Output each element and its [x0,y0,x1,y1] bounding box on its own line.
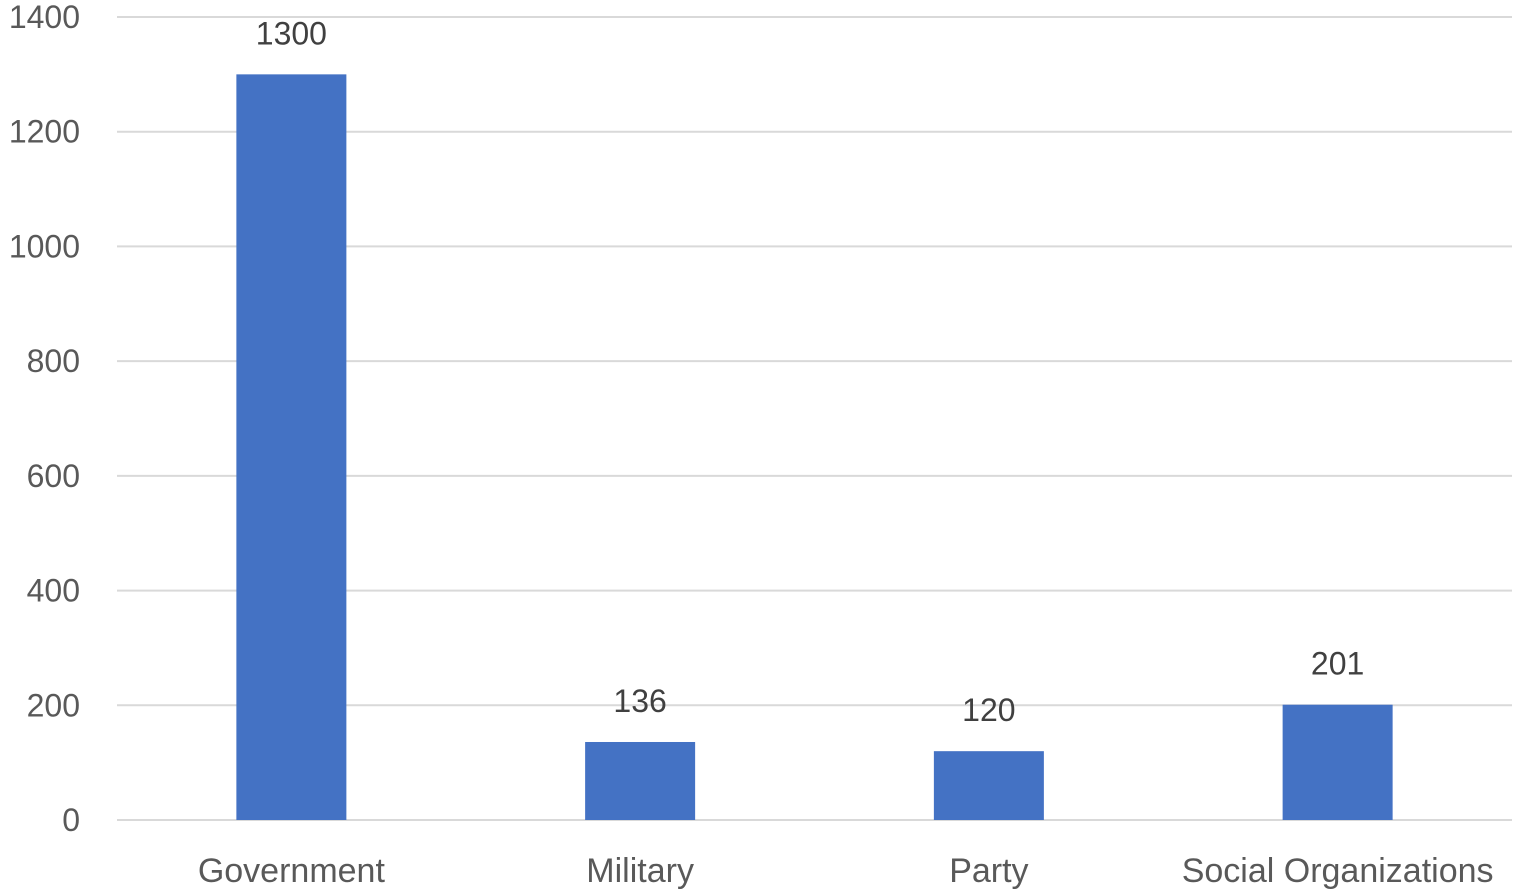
gridlines [117,16,1512,821]
data-labels: 1300 136 120 201 [256,15,1365,728]
data-label: 1300 [256,15,327,51]
bar-social-organizations [1282,704,1393,820]
bar-party [933,751,1044,820]
y-tick-label: 1200 [9,114,80,150]
category-label: Government [198,852,386,890]
category-label: Party [949,852,1028,890]
y-axis-tick-labels: 0 200 400 600 800 1000 1200 1400 [9,0,80,838]
data-label: 136 [613,683,666,719]
bar-military [585,741,696,820]
category-label: Military [586,852,694,890]
y-tick-label: 200 [27,687,80,723]
category-label: Social Organizations [1182,852,1494,890]
y-tick-label: 400 [27,573,80,609]
bars [236,74,1393,821]
y-tick-label: 0 [62,802,80,838]
data-label: 120 [962,692,1015,728]
x-axis-category-labels: Government Military Party Social Organizati… [198,852,1494,890]
data-label: 201 [1311,646,1364,682]
y-tick-label: 600 [27,458,80,494]
y-tick-label: 800 [27,343,80,379]
y-tick-label: 1400 [9,0,80,35]
y-tick-label: 1000 [9,228,80,264]
bar-government [236,74,347,821]
